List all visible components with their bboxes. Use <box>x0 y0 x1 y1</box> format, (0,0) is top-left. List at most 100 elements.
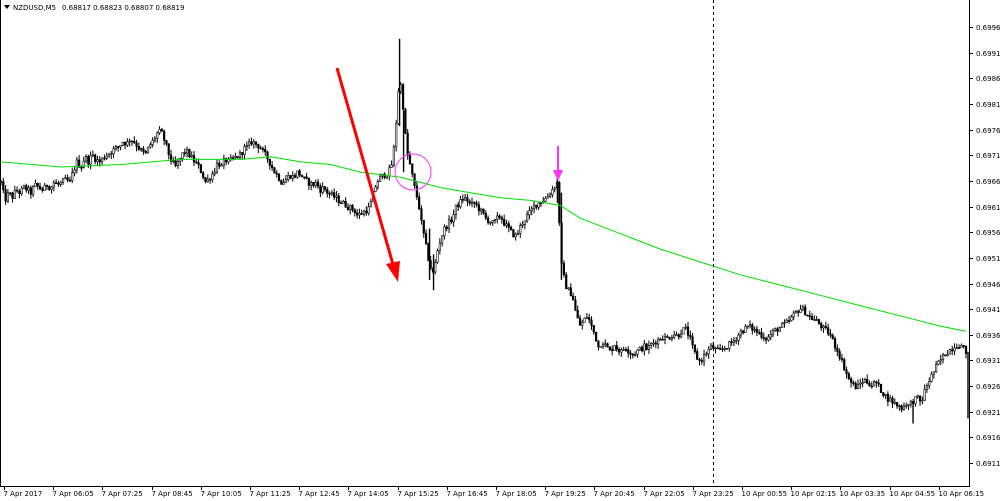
candle <box>810 312 814 321</box>
candle <box>68 176 72 183</box>
candle <box>486 215 490 225</box>
candle <box>613 345 616 351</box>
candle <box>866 374 869 385</box>
candle <box>753 326 756 333</box>
candle <box>916 394 919 399</box>
candle <box>847 371 850 381</box>
candle <box>316 178 320 189</box>
candle <box>944 354 947 357</box>
x-tick-label: 7 Apr 07:25 <box>102 490 143 498</box>
candle <box>165 139 168 147</box>
y-tick-label: 0.69763 <box>976 127 1000 135</box>
candle <box>186 146 189 158</box>
dropdown-triangle-icon[interactable] <box>4 5 10 9</box>
candle <box>806 314 809 317</box>
candle <box>719 343 722 350</box>
candle <box>771 328 775 338</box>
candle <box>831 333 834 340</box>
candle <box>824 321 827 330</box>
candle <box>252 139 255 149</box>
y-tick-label: 0.69513 <box>976 255 1000 263</box>
candle <box>663 333 667 345</box>
candle <box>675 331 678 336</box>
candle <box>257 143 260 154</box>
candle <box>716 344 719 350</box>
candle <box>126 138 129 147</box>
candle <box>673 330 676 340</box>
candle <box>307 177 310 190</box>
candle <box>342 199 345 204</box>
candle <box>801 304 804 312</box>
candle <box>482 208 485 215</box>
candle <box>248 138 251 149</box>
candle <box>43 183 46 191</box>
candle <box>909 399 912 408</box>
candle <box>852 380 855 386</box>
candle <box>236 156 239 159</box>
x-tick-label: 10 Apr 02:15 <box>791 490 837 498</box>
candle <box>41 186 44 193</box>
candle <box>661 335 664 341</box>
candle <box>422 220 425 238</box>
candle <box>9 191 12 196</box>
candle <box>64 174 67 180</box>
candle <box>521 221 524 229</box>
candle <box>585 313 588 319</box>
candle <box>785 318 788 324</box>
candle <box>732 336 736 347</box>
candle <box>268 158 271 170</box>
y-tick-label: 0.69313 <box>976 357 1000 365</box>
candle <box>760 327 763 340</box>
candle <box>452 209 455 227</box>
candle <box>50 185 53 194</box>
candle <box>181 152 184 162</box>
y-tick-label: 0.69613 <box>976 204 1000 212</box>
candle <box>503 214 506 227</box>
candle <box>636 349 639 358</box>
candle <box>551 185 554 198</box>
candle <box>411 163 414 178</box>
candle <box>52 179 55 192</box>
candle <box>75 157 78 174</box>
candle <box>362 209 366 217</box>
magenta-down-arrow-icon[interactable] <box>553 146 563 181</box>
candle <box>22 184 26 190</box>
candle <box>346 203 350 211</box>
candle <box>335 191 338 203</box>
candle <box>420 205 423 225</box>
candle <box>817 318 821 325</box>
red-down-arrow-icon[interactable] <box>335 67 400 282</box>
candle <box>886 391 889 407</box>
candle <box>470 197 474 208</box>
magenta-circle-marker[interactable] <box>394 153 432 191</box>
candle <box>415 181 418 201</box>
chart-header: NZDUSD,M5 0.68817 0.68823 0.68807 0.6881… <box>4 4 184 12</box>
candle <box>691 333 694 349</box>
candle <box>516 229 520 236</box>
candle <box>333 188 336 201</box>
candle <box>443 224 446 240</box>
candle <box>94 153 97 165</box>
candle <box>962 344 965 349</box>
candle <box>273 166 276 174</box>
candle <box>739 328 742 339</box>
candle <box>163 129 166 146</box>
x-tick-label: 7 Apr 06:05 <box>53 490 94 498</box>
candle <box>725 348 729 350</box>
ma-line <box>0 156 967 332</box>
candle <box>928 377 931 390</box>
candle <box>59 180 62 187</box>
candle <box>464 193 467 202</box>
candle <box>190 151 193 159</box>
candle <box>78 155 81 168</box>
candle <box>930 371 933 383</box>
candle <box>629 350 632 360</box>
candle <box>473 201 476 208</box>
candle <box>234 152 237 160</box>
candle <box>445 225 448 232</box>
candle <box>948 348 952 355</box>
candle <box>590 316 593 330</box>
candle <box>491 220 494 226</box>
